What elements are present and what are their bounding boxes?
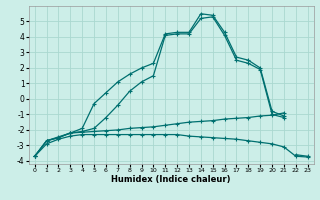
- X-axis label: Humidex (Indice chaleur): Humidex (Indice chaleur): [111, 175, 231, 184]
